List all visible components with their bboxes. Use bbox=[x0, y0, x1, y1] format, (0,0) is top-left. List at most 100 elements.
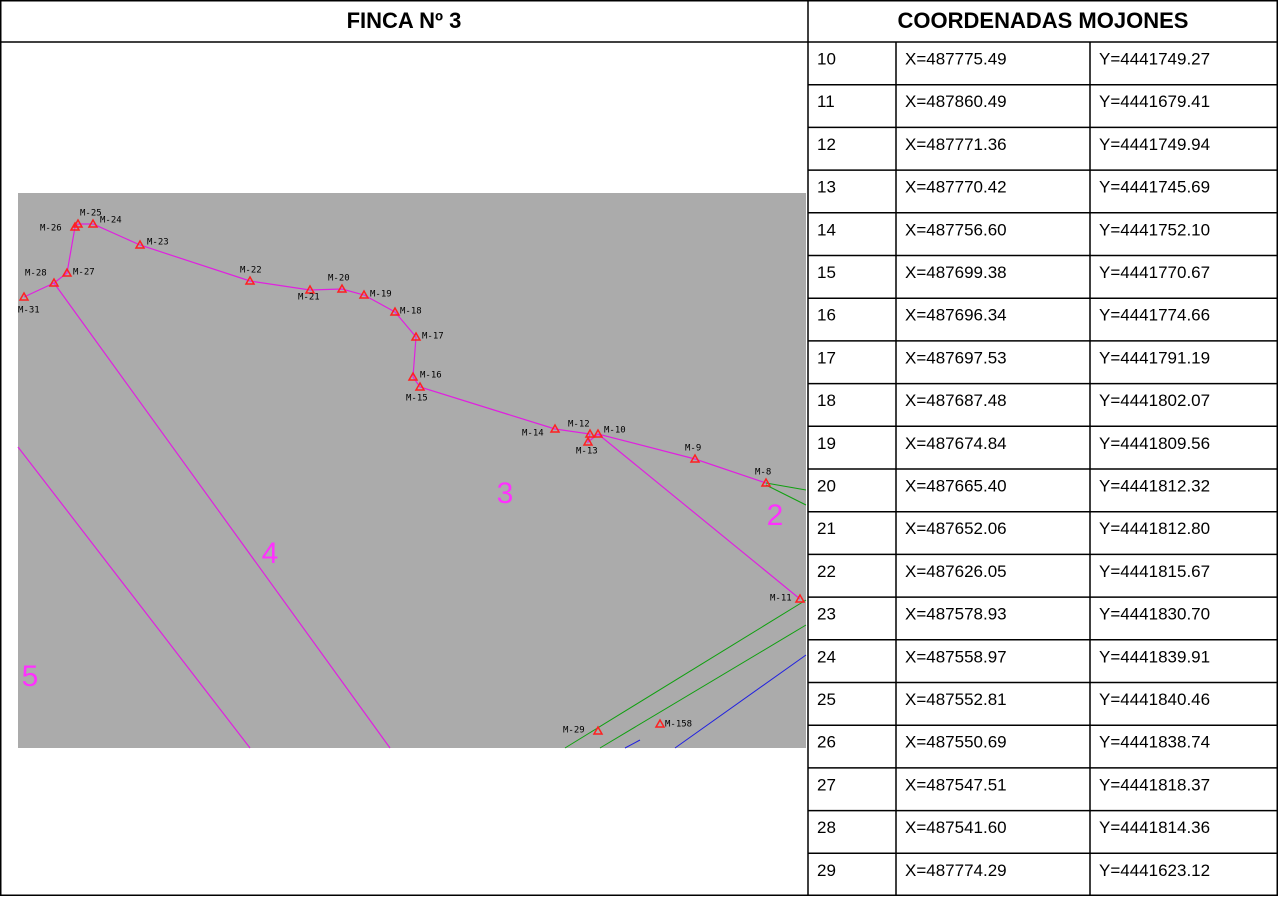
region-label: 2 bbox=[767, 499, 784, 532]
table-cell: Y=4441815.67 bbox=[1099, 562, 1210, 581]
marker-icon bbox=[584, 428, 596, 438]
table-cell: 16 bbox=[817, 306, 836, 325]
marker-label: M-26 bbox=[40, 224, 62, 234]
marker-label: M-31 bbox=[18, 306, 40, 316]
table-cell: Y=4441749.94 bbox=[1099, 135, 1210, 154]
green-line bbox=[765, 484, 807, 506]
table-cell: X=487547.51 bbox=[905, 775, 1007, 794]
marker-icon bbox=[87, 218, 99, 228]
marker-icon bbox=[358, 289, 370, 299]
region-label: 5 bbox=[22, 660, 39, 693]
boundary-line bbox=[17, 446, 251, 749]
marker-icon bbox=[410, 331, 422, 341]
marker-label: M-15 bbox=[406, 394, 428, 404]
table-cell: X=487687.48 bbox=[905, 391, 1007, 410]
marker-icon bbox=[760, 477, 772, 487]
marker-label: M-18 bbox=[400, 307, 422, 317]
table-cell: Y=4441830.70 bbox=[1099, 605, 1210, 624]
map: M-31 M-28 M-27 M-26 M-25M-24 M-23 M-22 M-21 M-20… bbox=[17, 209, 807, 749]
table-cell: 29 bbox=[817, 861, 836, 880]
table-cell: 25 bbox=[817, 690, 836, 709]
table-cell: 28 bbox=[817, 818, 836, 837]
marker-label: M-22 bbox=[240, 266, 262, 276]
marker-label: M-25 bbox=[80, 209, 102, 219]
table-cell: Y=4441840.46 bbox=[1099, 690, 1210, 709]
table-cell: X=487775.49 bbox=[905, 49, 1007, 68]
marker-icon bbox=[654, 718, 666, 728]
table-cell: 13 bbox=[817, 178, 836, 197]
table-cell: 19 bbox=[817, 434, 836, 453]
table-cell: X=487774.29 bbox=[905, 861, 1007, 880]
table-cell: Y=4441839.91 bbox=[1099, 647, 1210, 666]
marker-label: M-23 bbox=[147, 238, 169, 248]
table-cell: X=487696.34 bbox=[905, 306, 1007, 325]
table-cell: X=487860.49 bbox=[905, 92, 1007, 111]
table-cell: 12 bbox=[817, 135, 836, 154]
blue-line bbox=[624, 739, 641, 749]
table-cell: Y=4441745.69 bbox=[1099, 178, 1210, 197]
table-cell: Y=4441679.41 bbox=[1099, 92, 1210, 111]
marker-icon bbox=[304, 284, 316, 294]
table-cell: Y=4441812.80 bbox=[1099, 519, 1210, 538]
table-cell: 23 bbox=[817, 605, 836, 624]
table-cell: Y=4441802.07 bbox=[1099, 391, 1210, 410]
marker-icon bbox=[18, 291, 30, 301]
marker-icon bbox=[72, 218, 84, 228]
table-cell: 27 bbox=[817, 775, 836, 794]
table-cell: 15 bbox=[817, 263, 836, 282]
marker-label: M-24 bbox=[100, 216, 122, 226]
table-cell: 26 bbox=[817, 733, 836, 752]
table-cell: Y=4441623.12 bbox=[1099, 861, 1210, 880]
marker-icon bbox=[336, 283, 348, 293]
marker-icon bbox=[389, 306, 401, 316]
map-background bbox=[18, 193, 806, 748]
table-cell: Y=4441791.19 bbox=[1099, 348, 1210, 367]
marker-icon bbox=[407, 371, 419, 381]
table-cell: 21 bbox=[817, 519, 836, 538]
table-cell: 18 bbox=[817, 391, 836, 410]
marker-label: M-12 bbox=[568, 420, 590, 430]
table-cell: 10 bbox=[817, 49, 836, 68]
marker-icon bbox=[689, 453, 701, 463]
marker-label: M-29 bbox=[563, 726, 585, 736]
marker-icon bbox=[244, 275, 256, 285]
table-cell: X=487674.84 bbox=[905, 434, 1007, 453]
finca-title: FINCA Nº 3 bbox=[347, 8, 462, 33]
table-cell: X=487665.40 bbox=[905, 476, 1007, 495]
table-cell: 11 bbox=[817, 92, 835, 111]
table-cell: 14 bbox=[817, 220, 836, 239]
table-cell: Y=4441838.74 bbox=[1099, 733, 1210, 752]
green-line bbox=[599, 624, 807, 749]
region-label: 3 bbox=[497, 477, 514, 510]
table-cell: X=487578.93 bbox=[905, 605, 1007, 624]
marker-icon bbox=[549, 423, 561, 433]
marker-icon bbox=[134, 239, 146, 249]
table-cell: Y=4441770.67 bbox=[1099, 263, 1210, 282]
marker-label: M-20 bbox=[328, 274, 350, 284]
marker-label: M-27 bbox=[73, 268, 95, 278]
table-cell: X=487541.60 bbox=[905, 818, 1007, 837]
table-cell: X=487552.81 bbox=[905, 690, 1007, 709]
region-label: 4 bbox=[262, 537, 279, 570]
marker-label: M-17 bbox=[422, 332, 444, 342]
table-cell: Y=4441814.36 bbox=[1099, 818, 1210, 837]
table-cell: Y=4441812.32 bbox=[1099, 476, 1210, 495]
table-cell: X=487771.36 bbox=[905, 135, 1007, 154]
marker-icon bbox=[592, 428, 604, 438]
table-cell: X=487558.97 bbox=[905, 647, 1007, 666]
table-title: COORDENADAS MOJONES bbox=[898, 8, 1189, 33]
table-cell: X=487697.53 bbox=[905, 348, 1007, 367]
table-cell: X=487699.38 bbox=[905, 263, 1007, 282]
marker-label: M-158 bbox=[665, 720, 692, 730]
table-cell: Y=4441752.10 bbox=[1099, 220, 1210, 239]
marker-icon bbox=[414, 381, 426, 391]
table-cell: Y=4441818.37 bbox=[1099, 775, 1210, 794]
table-cell: X=487550.69 bbox=[905, 733, 1007, 752]
boundary-line bbox=[597, 433, 801, 600]
table-cell: 22 bbox=[817, 562, 836, 581]
marker-label: M-11 bbox=[770, 594, 792, 604]
marker-label: M-8 bbox=[755, 468, 771, 478]
table-cell: Y=4441749.27 bbox=[1099, 49, 1210, 68]
marker-icon bbox=[794, 593, 806, 603]
